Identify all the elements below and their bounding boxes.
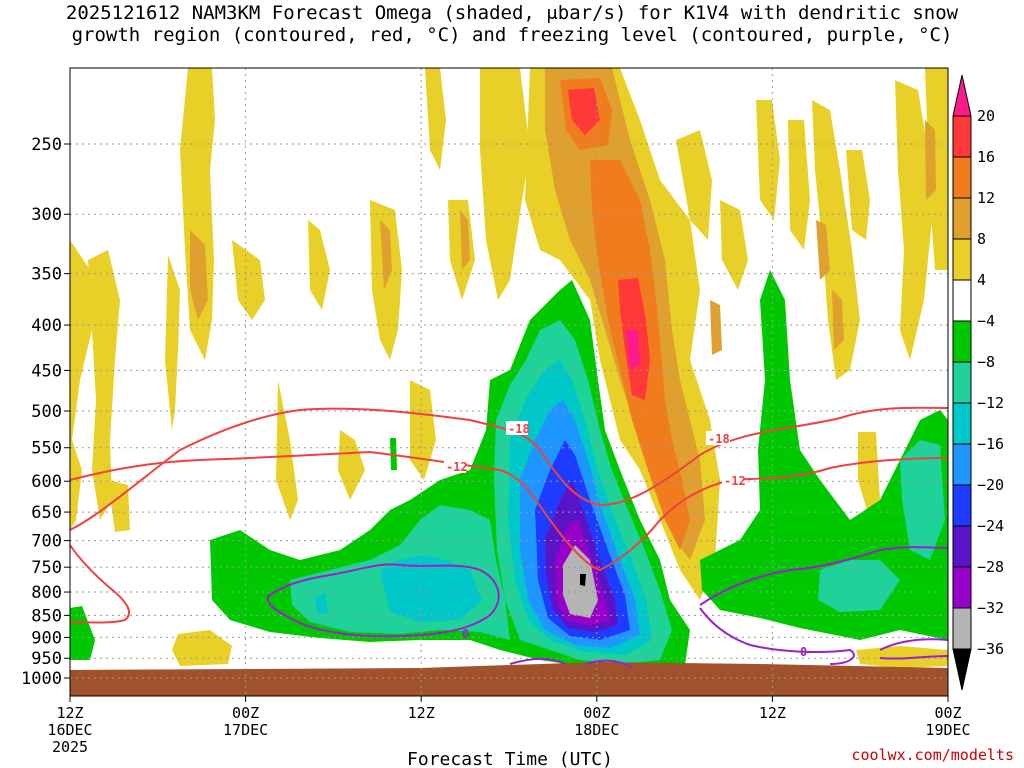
colorbar-swatch-9 <box>952 443 972 486</box>
colorbar-swatch-5 <box>952 279 972 322</box>
chart-title-line1: 2025121612 NAM3KM Forecast Omega (shaded… <box>65 2 959 24</box>
colorbar-label-13: −36 <box>977 640 1004 658</box>
below-ground-terrain <box>70 662 948 696</box>
x-tick-label-4-line1: 12Z <box>759 704 786 722</box>
colorbar-swatch-13 <box>952 607 972 650</box>
colorbar-swatch-12 <box>952 566 972 609</box>
y-tick-label-1000: 1000 <box>21 669 62 689</box>
colorbar-swatch-8 <box>952 402 972 445</box>
x-tick-label-0-line3: 2025 <box>52 738 88 756</box>
footer-credit: coolwx.com/modelts <box>851 746 1014 764</box>
colorbar-label-7: −12 <box>977 394 1004 412</box>
y-tick-label-250: 250 <box>31 135 62 155</box>
label-freezing-a: 0 <box>462 627 469 641</box>
colorbar-label-2: 12 <box>977 189 995 207</box>
chart-title-line2: growth region (contoured, red, °C) and f… <box>71 24 953 46</box>
colorbar-label-3: 8 <box>977 230 986 248</box>
x-tick-label-1-line2: 17DEC <box>223 721 268 739</box>
y-tick-label-550: 550 <box>31 439 62 459</box>
colorbar-swatch-14 <box>952 648 972 691</box>
x-tick-label-0-line2: 16DEC <box>47 721 92 739</box>
omega-negative-cores <box>290 320 945 664</box>
colorbar-swatch-6 <box>952 320 972 363</box>
omega-positive-cores <box>190 68 936 560</box>
y-tick-label-850: 850 <box>31 606 62 626</box>
y-tick-label-650: 650 <box>31 503 62 523</box>
dgz-contour-minus18 <box>70 406 948 531</box>
y-tick-label-950: 950 <box>31 649 62 669</box>
x-tick-label-1-line1: 00Z <box>232 704 259 722</box>
colorbar-label-9: −20 <box>977 476 1004 494</box>
x-tick-label-3-line2: 18DEC <box>574 721 619 739</box>
colorbar-label-1: 16 <box>977 148 995 166</box>
colorbar-label-4: 4 <box>977 271 986 289</box>
colorbar-swatch-10 <box>952 484 972 527</box>
colorbar-swatch-0 <box>952 74 972 117</box>
y-tick-label-600: 600 <box>31 472 62 492</box>
x-tick-label-0-line1: 12Z <box>56 704 83 722</box>
colorbar-label-11: −28 <box>977 558 1004 576</box>
y-tick-label-700: 700 <box>31 532 62 552</box>
x-tick-label-3-line1: 00Z <box>583 704 610 722</box>
plot-frame <box>69 67 949 697</box>
colorbar-label-0: 20 <box>977 107 995 125</box>
colorbar-swatch-4 <box>952 238 972 281</box>
colorbar-label-12: −32 <box>977 599 1004 617</box>
colorbar-swatch-3 <box>952 197 972 240</box>
label-freezing-b: 0 <box>800 645 807 659</box>
y-tick-label-400: 400 <box>31 316 62 336</box>
y-tick-label-750: 750 <box>31 558 62 578</box>
contour-labels: -18 -18 -12 -12 0 0 <box>444 421 807 659</box>
colorbar-label-5: −4 <box>977 312 995 330</box>
y-tick-label-350: 350 <box>31 265 62 285</box>
label-dgz-minus12-a: -12 <box>446 460 468 474</box>
x-tick-label-5-line1: 00Z <box>934 704 961 722</box>
x-tick-label-5-line2: 19DEC <box>925 721 970 739</box>
omega-shading <box>70 68 948 668</box>
label-dgz-minus18-a: -18 <box>508 422 530 436</box>
y-axis: 2503003504004505005506006507007508008509… <box>21 135 70 689</box>
y-tick-label-450: 450 <box>31 361 62 381</box>
colorbar-label-10: −24 <box>977 517 1004 535</box>
dgz-contour-lower-left <box>70 544 130 624</box>
colorbar-label-8: −16 <box>977 435 1004 453</box>
freezing-level-contour-bottom <box>509 638 948 669</box>
dgz-contour-minus12 <box>70 450 948 572</box>
x-axis-label: Forecast Time (UTC) <box>407 749 613 768</box>
colorbar-swatch-7 <box>952 361 972 404</box>
colorbar-swatch-11 <box>952 525 972 568</box>
y-tick-label-900: 900 <box>31 628 62 648</box>
y-tick-label-300: 300 <box>31 205 62 225</box>
freezing-level-contour-right <box>699 546 948 665</box>
y-tick-label-800: 800 <box>31 583 62 603</box>
label-dgz-minus18-b: -18 <box>708 432 730 446</box>
colorbar-label-6: −8 <box>977 353 995 371</box>
x-tick-label-2-line1: 12Z <box>408 704 435 722</box>
colorbar-swatch-2 <box>952 156 972 199</box>
colorbar: 20 16 12 8 4 −4 −8 −12 −16 −20 −24 −28 −32 −36 <box>952 74 1004 691</box>
freezing-level-contour <box>266 563 500 638</box>
colorbar-swatch-1 <box>952 115 972 158</box>
label-dgz-minus12-b: -12 <box>724 474 746 488</box>
y-tick-label-500: 500 <box>31 402 62 422</box>
contours <box>70 406 948 669</box>
